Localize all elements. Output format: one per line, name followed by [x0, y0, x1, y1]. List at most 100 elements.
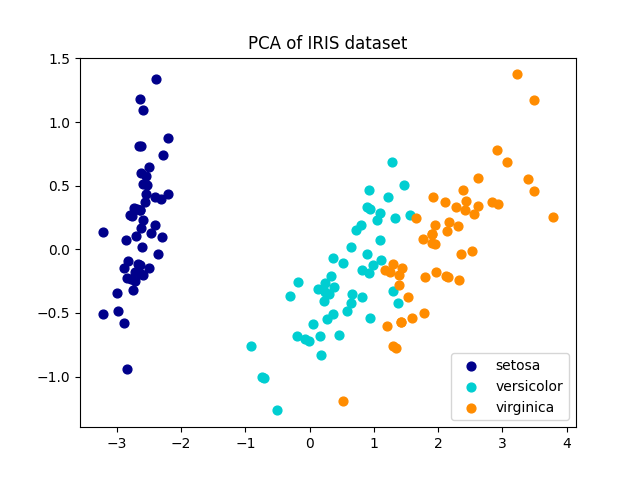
- versicolor: [356, 221, 367, 228]
- virginica: [427, 230, 437, 238]
- Title: PCA of IRIS dataset: PCA of IRIS dataset: [248, 35, 408, 53]
- versicolor: [364, 205, 374, 213]
- virginica: [502, 158, 513, 166]
- setosa: [133, 260, 143, 268]
- setosa: [136, 169, 146, 177]
- setosa: [125, 211, 135, 219]
- versicolor: [307, 320, 317, 327]
- setosa: [134, 96, 145, 103]
- virginica: [453, 222, 463, 230]
- setosa: [127, 212, 137, 219]
- setosa: [141, 172, 152, 180]
- setosa: [136, 271, 146, 278]
- virginica: [397, 264, 408, 271]
- setosa: [119, 319, 129, 327]
- versicolor: [365, 314, 376, 322]
- virginica: [380, 266, 390, 274]
- virginica: [429, 240, 440, 248]
- setosa: [143, 163, 154, 171]
- versicolor: [346, 243, 356, 251]
- virginica: [529, 96, 539, 104]
- setosa: [158, 151, 168, 159]
- versicolor: [375, 209, 385, 217]
- Legend: setosa, versicolor, virginica: setosa, versicolor, virginica: [451, 353, 569, 420]
- setosa: [135, 206, 145, 214]
- versicolor: [347, 290, 357, 298]
- virginica: [427, 239, 437, 247]
- versicolor: [319, 288, 330, 296]
- versicolor: [320, 280, 330, 288]
- versicolor: [321, 315, 332, 323]
- versicolor: [351, 227, 361, 234]
- versicolor: [246, 342, 257, 349]
- setosa: [129, 204, 140, 212]
- versicolor: [346, 299, 356, 306]
- versicolor: [372, 216, 382, 224]
- setosa: [130, 277, 140, 285]
- virginica: [385, 268, 396, 276]
- versicolor: [383, 193, 393, 201]
- versicolor: [328, 254, 338, 262]
- virginica: [418, 235, 428, 243]
- setosa: [138, 216, 148, 224]
- virginica: [429, 222, 440, 229]
- versicolor: [285, 292, 295, 300]
- setosa: [150, 221, 160, 229]
- versicolor: [374, 236, 385, 244]
- setosa: [150, 193, 160, 201]
- setosa: [151, 75, 161, 83]
- versicolor: [293, 278, 303, 286]
- versicolor: [334, 331, 344, 338]
- virginica: [460, 207, 470, 215]
- virginica: [441, 272, 451, 280]
- setosa: [136, 142, 146, 150]
- virginica: [487, 198, 497, 205]
- virginica: [467, 247, 477, 254]
- setosa: [132, 205, 142, 213]
- versicolor: [390, 215, 400, 222]
- virginica: [472, 202, 483, 209]
- virginica: [492, 146, 502, 154]
- setosa: [113, 308, 124, 315]
- setosa: [122, 365, 132, 373]
- virginica: [512, 71, 522, 78]
- versicolor: [368, 261, 378, 269]
- setosa: [125, 276, 136, 283]
- virginica: [444, 273, 454, 281]
- versicolor: [399, 181, 409, 189]
- versicolor: [300, 335, 310, 343]
- setosa: [140, 199, 150, 206]
- setosa: [156, 196, 166, 204]
- versicolor: [362, 250, 372, 257]
- versicolor: [356, 266, 367, 274]
- virginica: [529, 187, 540, 194]
- versicolor: [257, 373, 267, 381]
- setosa: [141, 181, 152, 189]
- setosa: [97, 311, 108, 318]
- setosa: [98, 228, 108, 236]
- setosa: [134, 206, 145, 214]
- setosa: [153, 250, 163, 258]
- versicolor: [316, 351, 326, 359]
- virginica: [387, 260, 397, 268]
- versicolor: [376, 256, 387, 264]
- versicolor: [337, 259, 348, 266]
- setosa: [137, 243, 147, 251]
- versicolor: [388, 287, 398, 295]
- setosa: [136, 225, 146, 232]
- virginica: [472, 174, 483, 182]
- versicolor: [357, 293, 367, 300]
- setosa: [112, 289, 122, 297]
- virginica: [419, 309, 429, 317]
- setosa: [138, 180, 148, 188]
- virginica: [338, 397, 348, 405]
- setosa: [119, 264, 129, 272]
- virginica: [403, 293, 413, 301]
- virginica: [454, 276, 464, 284]
- virginica: [396, 319, 406, 326]
- virginica: [394, 281, 404, 289]
- setosa: [131, 232, 141, 240]
- setosa: [120, 237, 131, 244]
- virginica: [381, 323, 392, 330]
- setosa: [135, 261, 145, 269]
